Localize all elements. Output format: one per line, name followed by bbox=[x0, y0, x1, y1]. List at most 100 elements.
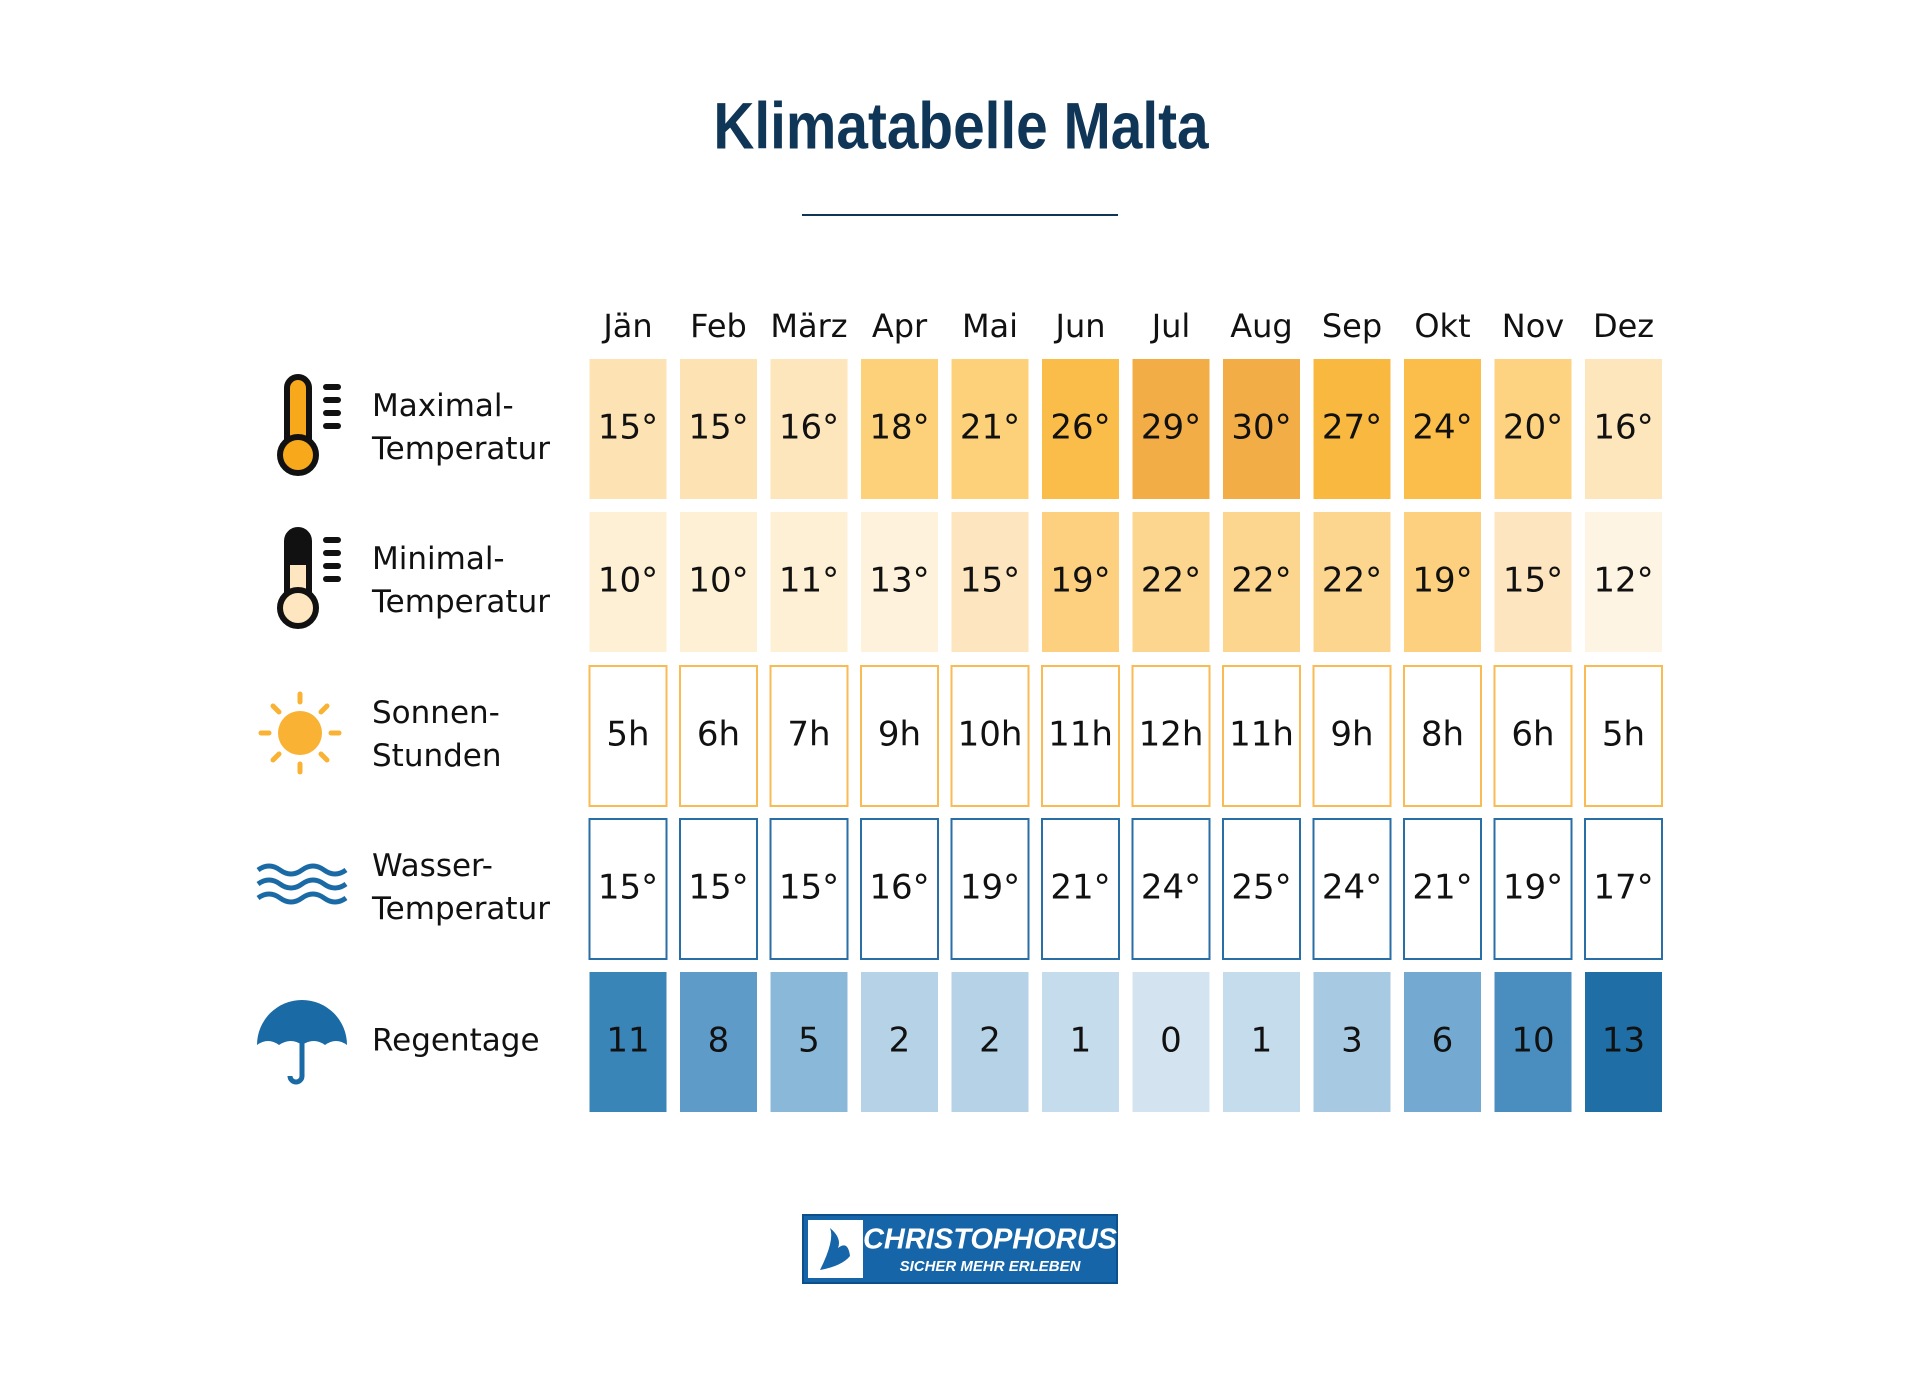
cell bbox=[1042, 512, 1119, 652]
cell-value: 24° bbox=[1141, 868, 1201, 908]
cell-value: 2 bbox=[979, 1021, 1001, 1061]
cell bbox=[588, 818, 668, 960]
cell bbox=[1403, 665, 1482, 807]
cell bbox=[1132, 972, 1210, 1112]
cell-value: 11° bbox=[779, 561, 839, 601]
cell bbox=[1042, 972, 1119, 1112]
cell bbox=[1041, 665, 1120, 807]
cell bbox=[1313, 512, 1391, 652]
cell-value: 21° bbox=[960, 408, 1020, 448]
cell-value: 10° bbox=[598, 561, 658, 601]
cell bbox=[1222, 665, 1301, 807]
cell bbox=[679, 818, 758, 960]
cell bbox=[769, 818, 849, 960]
cell bbox=[1585, 512, 1662, 652]
title: Klimatabelle Malta bbox=[713, 89, 1209, 163]
cell bbox=[1585, 359, 1662, 499]
cell-value: 5h bbox=[1602, 715, 1645, 755]
cell-value: 21° bbox=[1412, 868, 1472, 908]
cell-value: 16° bbox=[1593, 408, 1653, 448]
cell bbox=[770, 512, 848, 652]
cell-value: 10° bbox=[688, 561, 748, 601]
cell-value: 5h bbox=[606, 715, 649, 755]
cell-value: 26° bbox=[1050, 408, 1110, 448]
column-header: Jul bbox=[1150, 307, 1191, 345]
icon-sun bbox=[258, 691, 342, 775]
cell-value: 5 bbox=[798, 1021, 820, 1061]
cell bbox=[1493, 818, 1573, 960]
cell-value: 15° bbox=[598, 868, 658, 908]
cell-value: 15° bbox=[960, 561, 1020, 601]
cell-value: 19° bbox=[1050, 561, 1110, 601]
cell bbox=[1223, 972, 1300, 1112]
cell-value: 15° bbox=[688, 868, 748, 908]
cell bbox=[1131, 665, 1211, 807]
cell-value: 22° bbox=[1141, 561, 1201, 601]
row-label: Maximal- bbox=[372, 388, 514, 424]
row-label: Minimal- bbox=[372, 541, 505, 577]
cell bbox=[860, 818, 939, 960]
cell-value: 22° bbox=[1231, 561, 1291, 601]
cell-value: 6 bbox=[1432, 1021, 1454, 1061]
cell bbox=[679, 665, 758, 807]
cell bbox=[589, 512, 667, 652]
cell bbox=[1494, 512, 1572, 652]
cell bbox=[1494, 359, 1572, 499]
column-header: März bbox=[770, 307, 847, 345]
cell-value: 3 bbox=[1341, 1021, 1363, 1061]
cell bbox=[1312, 818, 1392, 960]
cell-value: 17° bbox=[1593, 868, 1653, 908]
cell-value: 15° bbox=[779, 868, 839, 908]
cell-value: 12h bbox=[1139, 715, 1204, 755]
cell-value: 8h bbox=[1421, 715, 1464, 755]
column-header: Nov bbox=[1502, 307, 1564, 345]
row-label: Sonnen- bbox=[372, 695, 500, 731]
column-header: Jän bbox=[601, 307, 652, 345]
cell bbox=[770, 359, 848, 499]
cell-value: 19° bbox=[1412, 561, 1472, 601]
icon-water bbox=[256, 863, 348, 905]
cell bbox=[680, 359, 757, 499]
cell bbox=[1584, 665, 1663, 807]
cell bbox=[951, 972, 1029, 1112]
cell bbox=[1584, 818, 1663, 960]
cell bbox=[1312, 665, 1392, 807]
cell-value: 19° bbox=[1503, 868, 1563, 908]
cell bbox=[1132, 359, 1210, 499]
row-label: Temperatur bbox=[371, 431, 550, 467]
cell-value: 10 bbox=[1511, 1021, 1554, 1061]
cell-value: 15° bbox=[598, 408, 658, 448]
logo: CHRISTOPHORUS SICHER MEHR ERLEBEN bbox=[802, 1214, 1118, 1284]
cell bbox=[1493, 665, 1573, 807]
cell-value: 11h bbox=[1048, 715, 1113, 755]
cell bbox=[589, 359, 667, 499]
cell bbox=[861, 972, 938, 1112]
cell-value: 25° bbox=[1231, 868, 1291, 908]
cell-value: 9h bbox=[1330, 715, 1373, 755]
cell bbox=[1404, 972, 1481, 1112]
cell-value: 15° bbox=[1503, 561, 1563, 601]
cell-value: 6h bbox=[697, 715, 740, 755]
cell-value: 27° bbox=[1322, 408, 1382, 448]
cell-value: 11 bbox=[606, 1021, 649, 1061]
cell-value: 16° bbox=[869, 868, 929, 908]
row-label: Temperatur bbox=[371, 891, 550, 927]
cell-value: 20° bbox=[1503, 408, 1563, 448]
cell bbox=[588, 665, 668, 807]
cell-value: 15° bbox=[688, 408, 748, 448]
cell-value: 29° bbox=[1141, 408, 1201, 448]
column-header: Mai bbox=[962, 307, 1018, 345]
cell bbox=[861, 512, 938, 652]
cell bbox=[950, 665, 1030, 807]
column-header: Apr bbox=[872, 307, 928, 345]
column-header: Dez bbox=[1593, 307, 1654, 345]
cell-value: 22° bbox=[1322, 561, 1382, 601]
row-label: Wasser- bbox=[372, 848, 493, 884]
logo-slogan: SICHER MEHR ERLEBEN bbox=[900, 1258, 1082, 1275]
cell bbox=[1313, 972, 1391, 1112]
column-header: Aug bbox=[1230, 307, 1292, 345]
cell-value: 1 bbox=[1070, 1021, 1092, 1061]
cell-value: 0 bbox=[1160, 1021, 1182, 1061]
column-header: Okt bbox=[1414, 307, 1470, 345]
